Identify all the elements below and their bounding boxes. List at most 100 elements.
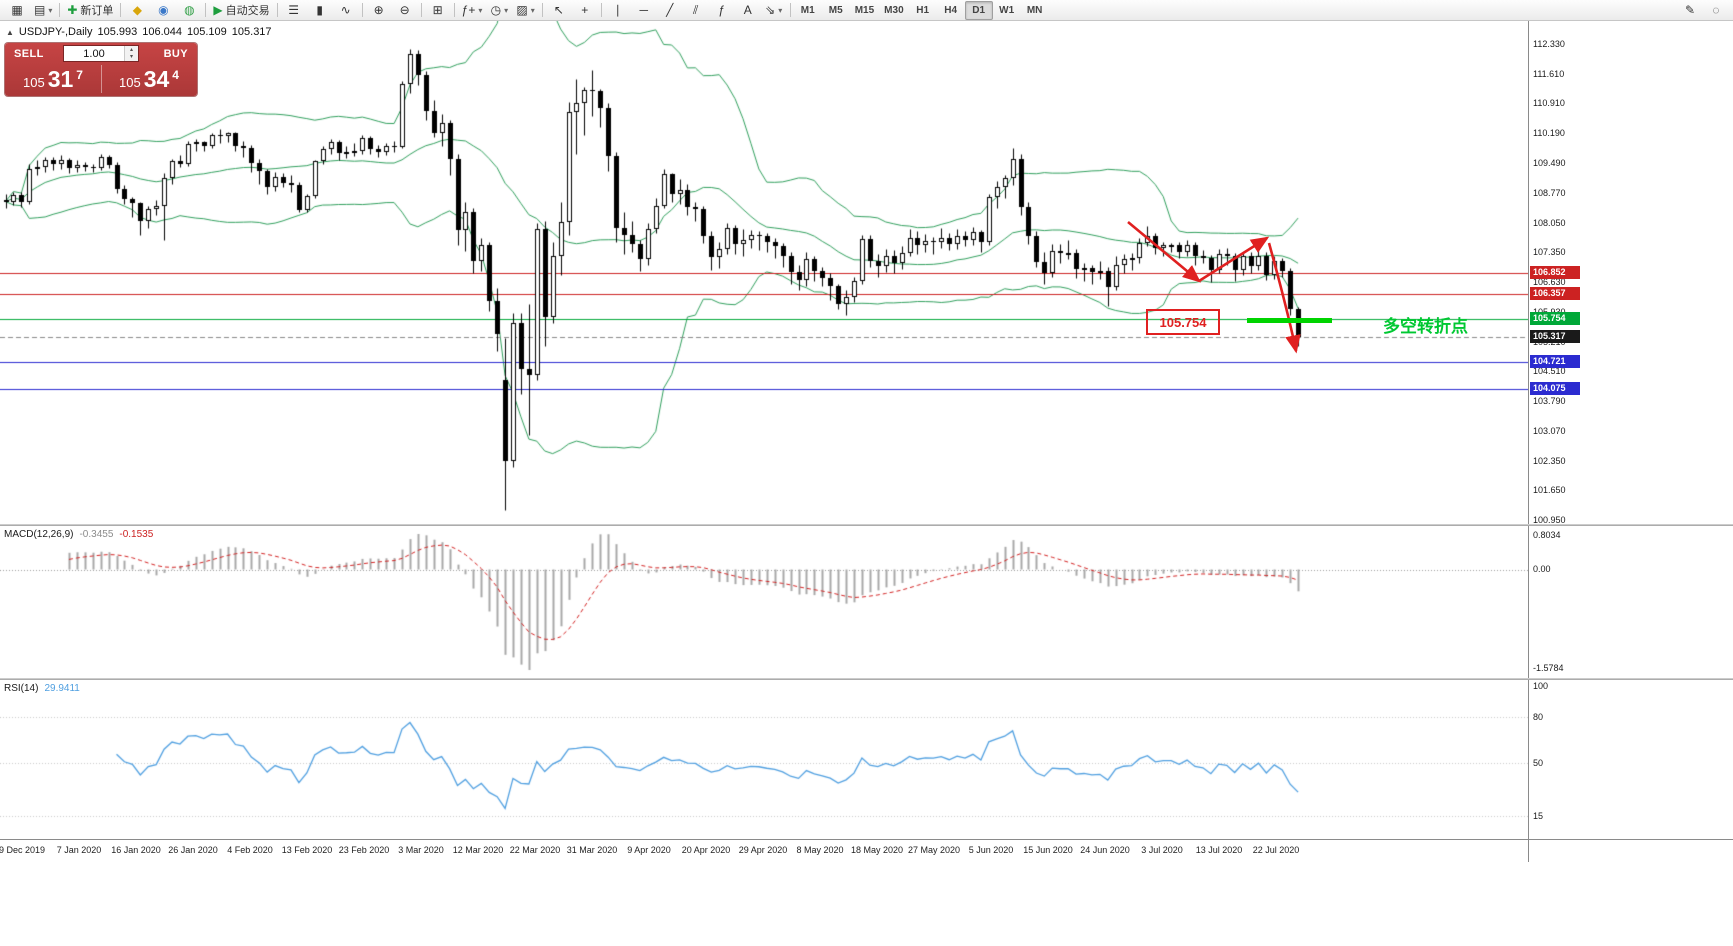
spinner-up-icon[interactable]: ▴ <box>129 46 133 53</box>
new-order-button[interactable]: ✚ 新订单 <box>63 1 117 20</box>
time-axis[interactable]: 9 Dec 2019 7 Jan 2020 16 Jan 2020 26 Jan 20… <box>0 840 1733 862</box>
panel-separator[interactable] <box>0 678 1733 680</box>
vertical-line-icon[interactable]: ∣ <box>605 1 631 20</box>
price-annotation-box[interactable]: 105.754 <box>1146 309 1220 335</box>
sell-price-sup: 7 <box>76 68 83 82</box>
price-tick: 110.910 <box>1533 98 1565 109</box>
autotrading-button-label: 自动交易 <box>225 5 270 17</box>
market-watch-icon[interactable]: ◆ <box>124 1 150 20</box>
price-tick: 109.490 <box>1533 157 1566 168</box>
candlestick-chart-icon-glyph: ▮ <box>316 3 323 17</box>
templates-icon[interactable]: ▨ ▾ <box>512 1 538 20</box>
timeframe-m15-button[interactable]: M15 <box>854 4 875 16</box>
arrows-icon[interactable]: ⇘ ▾ <box>761 1 787 20</box>
date-label: 29 Apr 2020 <box>738 845 788 855</box>
buy-price-sup: 4 <box>172 68 179 82</box>
panel-separator[interactable] <box>0 524 1733 526</box>
symbol-period-label: USDJPY-,Daily <box>18 26 93 38</box>
collapse-oneclick-icon[interactable]: ▲ <box>6 27 14 37</box>
data-window-icon[interactable]: ◉ <box>150 1 176 20</box>
date-label: 13 Jul 2020 <box>1195 845 1243 855</box>
buy-button[interactable]: 105 34 4 <box>101 64 197 95</box>
spinner-down-icon[interactable]: ▾ <box>129 53 133 60</box>
date-label: 31 Mar 2020 <box>566 845 618 855</box>
price-annotation-text: 105.754 <box>1159 314 1207 330</box>
rsi-scale[interactable]: 100 80 50 15 <box>1528 680 1733 839</box>
tile-windows-icon[interactable]: ⊞ <box>425 1 451 20</box>
turning-point-label[interactable]: 多空转折点 <box>1383 317 1468 336</box>
trendline-icon[interactable]: ╱ <box>657 1 683 20</box>
macd-scale[interactable]: 0.8034 0.00 -1.5784 <box>1528 526 1733 678</box>
timeframe-m30-button[interactable]: M30 <box>884 4 904 16</box>
indicators-icon[interactable]: ƒ+ ▾ <box>458 1 487 20</box>
price-tick: 103.070 <box>1533 426 1566 437</box>
macd-tick: 0.8034 <box>1533 530 1561 540</box>
buy-price-prefix: 105 <box>119 75 141 90</box>
trend-arrow-down-2[interactable] <box>1267 242 1301 354</box>
volume-spinner[interactable]: ▴ ▾ <box>124 46 138 61</box>
zoom-in-icon[interactable]: ⊕ <box>366 1 392 20</box>
autotrading-glyph: ▶ <box>213 3 223 17</box>
trend-arrows[interactable] <box>0 21 1528 524</box>
timeframe-d1-button[interactable]: D1 <box>964 0 993 20</box>
fibonacci-icon[interactable]: ƒ <box>709 1 735 20</box>
chart-title: ▲ USDJPY-,Daily 105.993 106.044 105.109 … <box>6 26 272 38</box>
timeframe-m1-button[interactable]: M1 <box>800 4 815 16</box>
one-click-trading-widget: SELL BUY ▴ ▾ 105 31 7 105 34 4 <box>5 43 197 96</box>
main-chart-canvas[interactable] <box>0 21 1528 524</box>
date-label: 27 May 2020 <box>907 845 961 855</box>
navigator-icon[interactable]: ◍ <box>176 1 202 20</box>
chat-icon[interactable]: ◌ <box>1703 1 1729 20</box>
channel-icon[interactable]: ⫽ <box>683 1 709 20</box>
toolbar-separator <box>789 3 791 17</box>
price-tick: 108.050 <box>1533 217 1566 228</box>
timeframe-h4-button[interactable]: H4 <box>944 4 958 16</box>
timeframe-w1-button[interactable]: W1 <box>999 4 1015 16</box>
periods-icon[interactable]: ◷ ▾ <box>486 1 512 20</box>
price-tick: 100.950 <box>1533 514 1566 524</box>
buy-price-big: 34 <box>143 66 170 92</box>
ohlc-close: 105.317 <box>231 26 272 38</box>
zoom-out-icon-glyph: ⊖ <box>399 3 410 17</box>
caret-down-icon: ▾ <box>504 5 509 15</box>
pencil-icon[interactable]: ✎ <box>1677 1 1703 20</box>
crosshair-icon[interactable]: + <box>572 1 598 20</box>
timeframe-h1-button[interactable]: H1 <box>916 4 930 16</box>
volume-box: ▴ ▾ <box>63 45 139 62</box>
new-chart-icon[interactable]: ▦ <box>4 1 30 20</box>
cursor-icon[interactable]: ↖ <box>546 1 572 20</box>
cursor-icon-glyph: ↖ <box>553 3 564 17</box>
trendline-icon-glyph: ╱ <box>666 3 674 17</box>
macd-canvas[interactable] <box>0 526 1528 678</box>
price-tick: 106.630 <box>1533 277 1566 288</box>
text-icon[interactable]: A <box>735 1 761 20</box>
sell-price-big: 31 <box>47 66 74 92</box>
rsi-value: 29.9411 <box>44 683 80 694</box>
line-chart-icon[interactable]: ∿ <box>333 1 359 20</box>
profiles-icon[interactable]: ▤ ▾ <box>30 1 56 20</box>
price-scale[interactable]: 112.330 111.610 110.910 110.190 109.490 108.7… <box>1528 21 1733 524</box>
price-tick: 102.350 <box>1533 456 1566 467</box>
horizontal-line-icon-glyph: ─ <box>639 3 648 17</box>
zoom-out-icon[interactable]: ⊖ <box>392 1 418 20</box>
sell-button[interactable]: 105 31 7 <box>5 64 101 95</box>
date-label: 24 Jun 2020 <box>1080 845 1130 855</box>
price-line-label: 106.357 <box>1530 286 1580 300</box>
timeframe-mn-button[interactable]: MN <box>1026 4 1043 16</box>
candlestick-chart-icon[interactable]: ▮ <box>307 1 333 20</box>
profiles-icon-glyph: ▤ <box>34 3 46 17</box>
text-icon-glyph: A <box>743 3 752 17</box>
timeframe-m5-button[interactable]: M5 <box>828 4 843 16</box>
date-label: 15 Jun 2020 <box>1023 845 1073 855</box>
horizontal-line-icon[interactable]: ─ <box>631 1 657 20</box>
data-window-icon-glyph: ◉ <box>158 3 169 17</box>
rsi-canvas[interactable] <box>0 680 1528 839</box>
support-segment[interactable] <box>1247 318 1332 323</box>
oneclick-prices: 105 31 7 105 34 4 <box>5 64 197 95</box>
trend-arrow-down-1[interactable] <box>1127 221 1201 283</box>
rsi-label: RSI(14) 29.9411 <box>4 683 80 694</box>
bar-chart-icon[interactable]: ☰ <box>281 1 307 20</box>
trend-arrow-up[interactable] <box>1198 236 1270 283</box>
volume-input[interactable] <box>64 46 124 61</box>
autotrading-button[interactable]: ▶ 自动交易 <box>209 1 273 20</box>
